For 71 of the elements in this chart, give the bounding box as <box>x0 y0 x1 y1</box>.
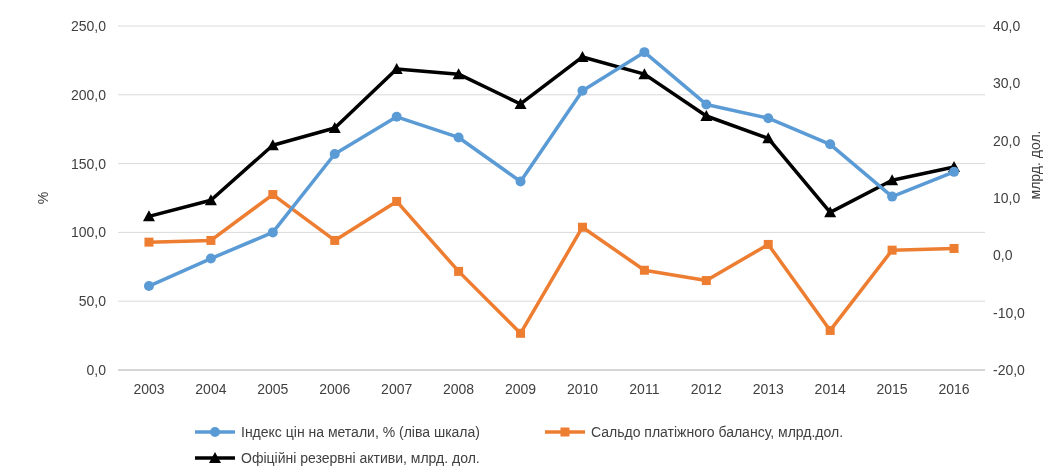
point <box>206 235 216 245</box>
x-tick-label: 2016 <box>938 381 970 397</box>
point <box>330 235 340 245</box>
legend-label: Індекс цін на метали, % (ліва шкала) <box>241 423 480 440</box>
point <box>204 194 217 206</box>
point <box>391 111 402 122</box>
x-tick-label: 2008 <box>443 381 475 397</box>
point <box>701 99 712 110</box>
point <box>887 245 897 255</box>
point <box>825 139 836 150</box>
point <box>390 63 403 74</box>
x-tick-label: 2014 <box>814 381 846 397</box>
point <box>143 281 154 292</box>
point <box>886 174 899 186</box>
x-tick-label: 2013 <box>752 381 785 397</box>
point <box>887 191 898 202</box>
y2-tick-label: 0,0 <box>993 247 1013 264</box>
point <box>392 196 402 206</box>
point <box>268 190 278 200</box>
point <box>142 210 155 222</box>
point <box>577 222 587 232</box>
point <box>949 166 960 177</box>
x-tick-label: 2006 <box>319 381 351 397</box>
point <box>329 148 340 159</box>
point <box>824 206 837 218</box>
point <box>453 132 464 143</box>
y-tick-label: 100,0 <box>70 224 107 241</box>
point <box>700 110 713 122</box>
point <box>454 266 464 276</box>
y2-tick-label: -10,0 <box>993 304 1026 321</box>
x-tick-label: 2007 <box>381 381 413 397</box>
y-tick-label: 250,0 <box>70 17 107 34</box>
point <box>949 243 959 253</box>
x-tick-label: 2004 <box>195 381 227 397</box>
y2-tick-label: 20,0 <box>993 132 1021 149</box>
point <box>762 132 775 144</box>
point <box>515 176 526 187</box>
point <box>763 239 773 249</box>
y-axis-title: % <box>35 191 51 205</box>
point <box>516 328 526 338</box>
x-tick-label: 2011 <box>629 381 660 397</box>
point <box>577 85 588 96</box>
point <box>205 253 216 264</box>
point <box>825 325 835 335</box>
y2-tick-label: -20,0 <box>993 361 1026 378</box>
y2-axis-title: млрд. дол. <box>1027 130 1043 200</box>
x-tick-label: 2003 <box>133 381 165 397</box>
x-tick-label: 2005 <box>257 381 289 397</box>
y-tick-label: 0,0 <box>86 361 107 378</box>
legend-label: Сальдо платіжного балансу, млрд.дол. <box>591 423 844 440</box>
x-tick-label: 2012 <box>690 381 723 397</box>
point <box>452 68 465 80</box>
point <box>514 97 527 109</box>
point <box>267 227 278 238</box>
y-tick-label: 150,0 <box>70 155 107 172</box>
y-tick-label: 200,0 <box>70 86 107 103</box>
point <box>638 68 651 80</box>
x-tick-label: 2010 <box>566 381 599 397</box>
y-tick-label: 50,0 <box>78 293 107 310</box>
y2-tick-label: 10,0 <box>993 189 1021 206</box>
point <box>763 113 774 124</box>
point <box>639 265 649 275</box>
point <box>639 47 650 58</box>
y2-tick-label: 40,0 <box>993 17 1021 34</box>
point <box>144 237 154 247</box>
x-tick-label: 2009 <box>504 381 537 397</box>
y2-tick-label: 30,0 <box>993 75 1021 92</box>
legend-label: Офіційні резервні активи, млрд. дол. <box>241 449 480 466</box>
point <box>701 276 711 286</box>
x-tick-label: 2015 <box>876 381 908 397</box>
point <box>328 122 341 134</box>
